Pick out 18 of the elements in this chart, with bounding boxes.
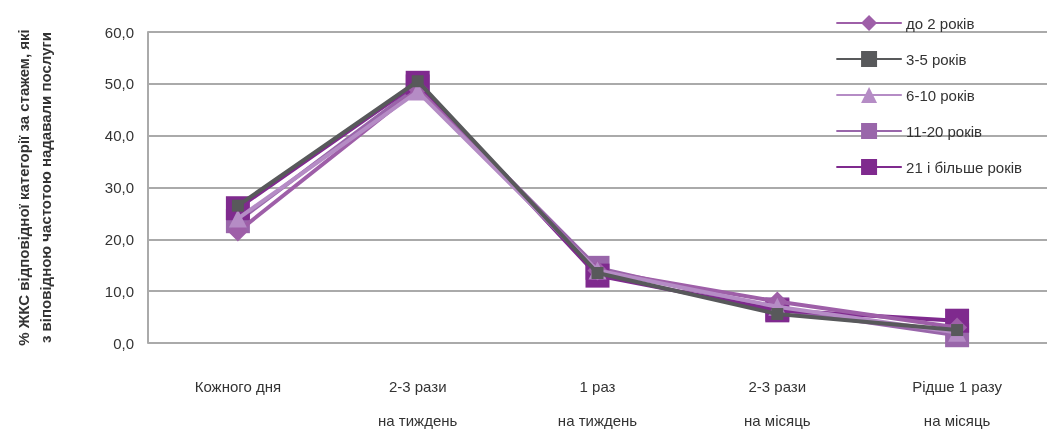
x-tick-label: Рідше 1 разу на місяць [912, 377, 1003, 429]
y-tick-label: 0,0 [113, 334, 134, 352]
y-tick-label: 60,0 [104, 23, 134, 41]
x-tick-label: 1 раз на тиждень [557, 377, 638, 429]
legend-label: 11-20 років [906, 122, 983, 140]
legend-label: до 2 років [906, 14, 975, 32]
legend-label: 6-10 років [906, 86, 975, 104]
x-tick-label: 2-3 рази на місяць [744, 377, 811, 429]
y-tick-label: 20,0 [104, 230, 134, 248]
x-tick-label: Кожного дня [194, 377, 282, 395]
y-axis-title: % ЖКС відповідної категорії за стажем, які з віповідною частотою надавали послуги [14, 29, 54, 346]
x-tick-label: 2-3 рази на тиждень [378, 377, 458, 429]
y-tick-label: 40,0 [104, 127, 134, 145]
y-tick-label: 10,0 [104, 282, 134, 300]
legend-label: 21 і більше років [906, 158, 1023, 176]
legend-label: 3-5 років [906, 50, 967, 68]
y-tick-label: 30,0 [104, 179, 134, 196]
y-tick-label: 50,0 [104, 75, 134, 93]
